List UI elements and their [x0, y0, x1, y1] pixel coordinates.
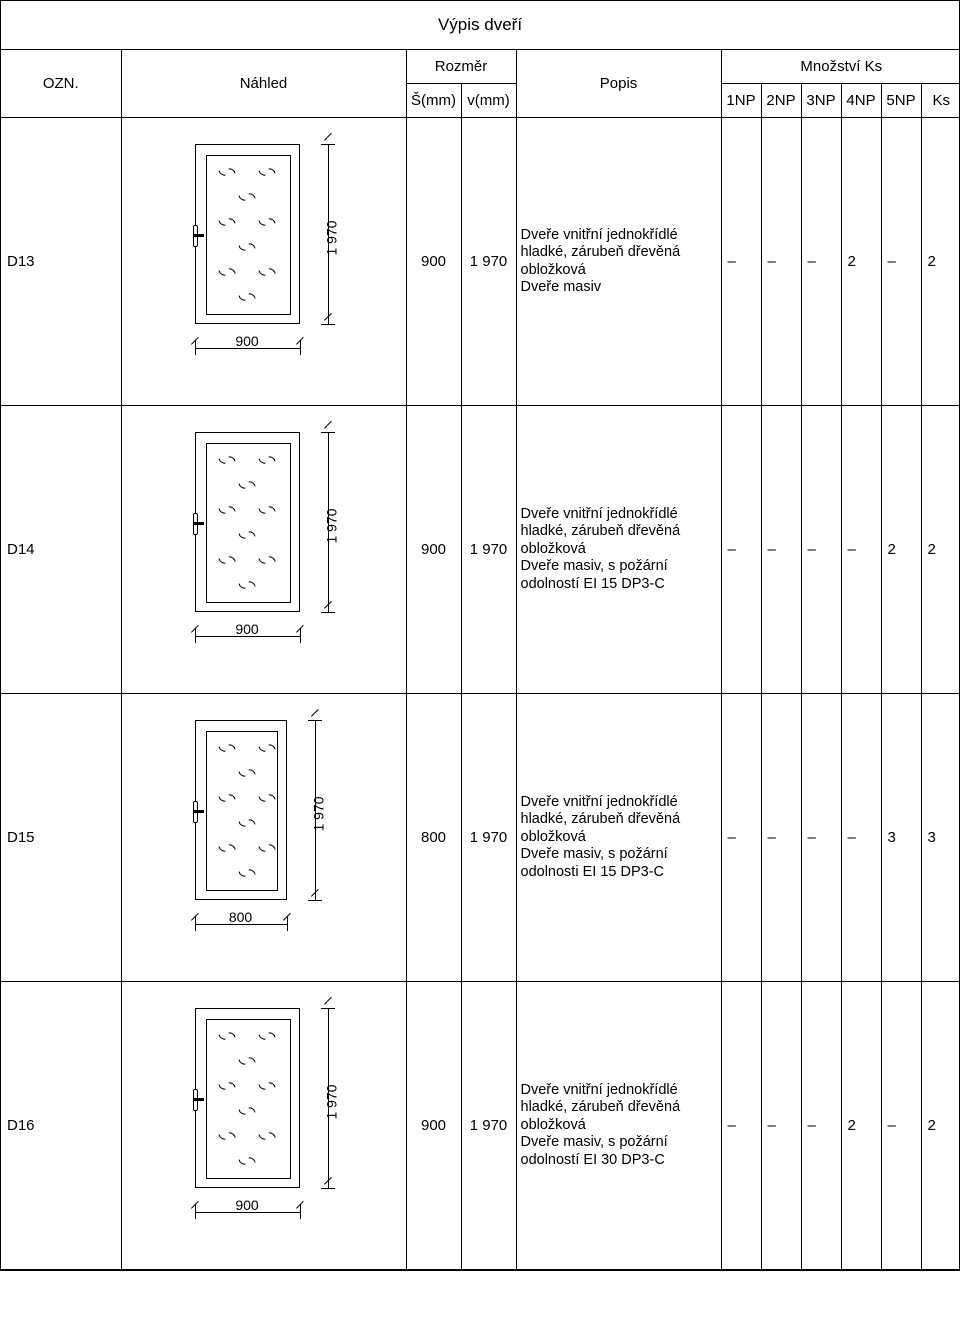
- table-row: D16 1 970 900 900 1 970 Dveře vn: [1, 982, 960, 1270]
- dimension-height-label: 1 970: [323, 508, 339, 543]
- cell-width: 900: [406, 406, 461, 694]
- col-nahled: Náhled: [121, 50, 406, 118]
- cell-3np: –: [801, 694, 841, 982]
- table-row: D15 1 970 800 800 1 970 Dveře vn: [1, 694, 960, 982]
- table-body: D13 1 970 900 900 1 970 Dveře vn: [1, 118, 960, 1270]
- dimension-height-label: 1 970: [323, 220, 339, 255]
- cell-ozn: D15: [1, 694, 121, 982]
- door-leaf-icon: [206, 1019, 291, 1179]
- dimension-vertical: 1 970: [318, 144, 340, 324]
- dimension-horizontal: 900: [195, 626, 300, 648]
- col-v: v(mm): [461, 84, 516, 118]
- cell-height: 1 970: [461, 118, 516, 406]
- door-preview: 1 970 900: [123, 996, 405, 1256]
- sheet-title: Výpis dveří: [1, 1, 959, 50]
- door-frame-icon: [195, 1008, 300, 1188]
- cell-ks: 2: [921, 406, 960, 694]
- cell-description: Dveře vnitřní jednokřídlé hladké, zárube…: [516, 982, 721, 1270]
- cell-4np: –: [841, 406, 881, 694]
- col-2np: 2NP: [761, 84, 801, 118]
- dimension-horizontal: 800: [195, 914, 287, 936]
- cell-2np: –: [761, 982, 801, 1270]
- dimension-vertical: 1 970: [318, 1008, 340, 1188]
- cell-ozn: D13: [1, 118, 121, 406]
- dimension-horizontal: 900: [195, 338, 300, 360]
- table-row: D13 1 970 900 900 1 970 Dveře vn: [1, 118, 960, 406]
- dimension-vertical: 1 970: [305, 720, 327, 900]
- col-4np: 4NP: [841, 84, 881, 118]
- door-leaf-icon: [206, 443, 291, 603]
- door-preview: 1 970 900: [123, 132, 405, 392]
- cell-ks: 2: [921, 982, 960, 1270]
- door-schedule-sheet: Výpis dveří OZN. Náhled Rozměr Popis Mno…: [0, 0, 960, 1271]
- cell-1np: –: [721, 118, 761, 406]
- cell-1np: –: [721, 694, 761, 982]
- door-leaf-icon: [206, 731, 278, 891]
- cell-preview: 1 970 900: [121, 982, 406, 1270]
- cell-1np: –: [721, 982, 761, 1270]
- cell-5np: –: [881, 982, 921, 1270]
- col-5np: 5NP: [881, 84, 921, 118]
- col-ozn: OZN.: [1, 50, 121, 118]
- col-3np: 3NP: [801, 84, 841, 118]
- cell-ozn: D14: [1, 406, 121, 694]
- cell-ks: 3: [921, 694, 960, 982]
- cell-description: Dveře vnitřní jednokřídlé hladké, zárube…: [516, 694, 721, 982]
- col-rozmer: Rozměr: [406, 50, 516, 84]
- dimension-width-label: 900: [195, 333, 300, 349]
- cell-4np: 2: [841, 982, 881, 1270]
- cell-height: 1 970: [461, 406, 516, 694]
- dimension-height-label: 1 970: [310, 796, 326, 831]
- door-preview: 1 970 900: [123, 420, 405, 680]
- cell-3np: –: [801, 982, 841, 1270]
- cell-2np: –: [761, 694, 801, 982]
- cell-width: 800: [406, 694, 461, 982]
- cell-4np: 2: [841, 118, 881, 406]
- door-table: OZN. Náhled Rozměr Popis Množství Ks Š(m…: [1, 50, 960, 1270]
- cell-2np: –: [761, 406, 801, 694]
- col-ks: Ks: [921, 84, 960, 118]
- dimension-width-label: 800: [195, 909, 287, 925]
- cell-preview: 1 970 900: [121, 118, 406, 406]
- table-row: D14 1 970 900 900 1 970 Dveře vn: [1, 406, 960, 694]
- door-leaf-icon: [206, 155, 291, 315]
- col-mnozstvi: Množství Ks: [721, 50, 960, 84]
- dimension-height-label: 1 970: [323, 1084, 339, 1119]
- cell-description: Dveře vnitřní jednokřídlé hladké, zárube…: [516, 406, 721, 694]
- table-header: OZN. Náhled Rozměr Popis Množství Ks Š(m…: [1, 50, 960, 118]
- cell-height: 1 970: [461, 694, 516, 982]
- door-frame-icon: [195, 720, 287, 900]
- cell-2np: –: [761, 118, 801, 406]
- cell-ks: 2: [921, 118, 960, 406]
- door-frame-icon: [195, 432, 300, 612]
- cell-preview: 1 970 800: [121, 694, 406, 982]
- col-1np: 1NP: [721, 84, 761, 118]
- cell-5np: 2: [881, 406, 921, 694]
- col-s: Š(mm): [406, 84, 461, 118]
- door-preview: 1 970 800: [123, 708, 405, 968]
- door-frame-icon: [195, 144, 300, 324]
- dimension-vertical: 1 970: [318, 432, 340, 612]
- dimension-width-label: 900: [195, 621, 300, 637]
- cell-preview: 1 970 900: [121, 406, 406, 694]
- cell-description: Dveře vnitřní jednokřídlé hladké, zárube…: [516, 118, 721, 406]
- cell-height: 1 970: [461, 982, 516, 1270]
- cell-3np: –: [801, 118, 841, 406]
- cell-5np: 3: [881, 694, 921, 982]
- cell-3np: –: [801, 406, 841, 694]
- dimension-width-label: 900: [195, 1197, 300, 1213]
- cell-5np: –: [881, 118, 921, 406]
- dimension-horizontal: 900: [195, 1202, 300, 1224]
- col-popis: Popis: [516, 50, 721, 118]
- cell-4np: –: [841, 694, 881, 982]
- cell-width: 900: [406, 118, 461, 406]
- cell-1np: –: [721, 406, 761, 694]
- cell-width: 900: [406, 982, 461, 1270]
- cell-ozn: D16: [1, 982, 121, 1270]
